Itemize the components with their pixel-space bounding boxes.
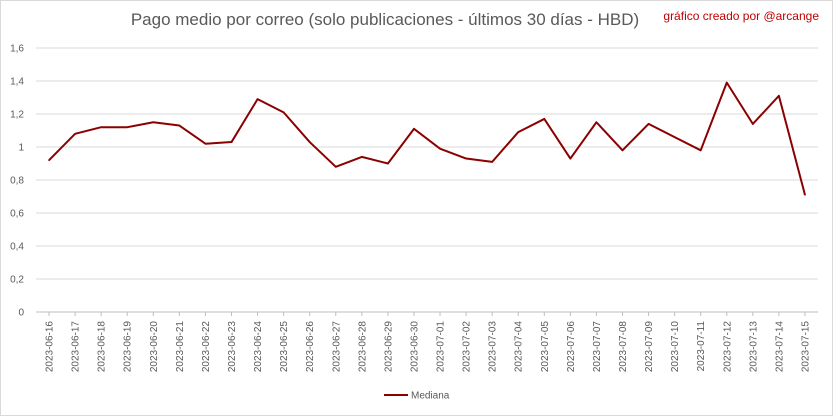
x-tick-label: 2023-07-05 — [540, 321, 551, 373]
data-point — [569, 157, 572, 160]
legend-label: Mediana — [411, 391, 450, 402]
x-tick-label: 2023-06-16 — [45, 321, 56, 373]
data-point — [778, 95, 780, 97]
data-point — [725, 81, 728, 84]
x-tick-label: 2023-07-01 — [436, 321, 447, 373]
x-tick-label: 2023-06-22 — [201, 321, 212, 373]
y-tick-label: 0,2 — [10, 275, 24, 286]
y-axis: 0 0,2 0,4 0,6 0,8 1 1,2 1,4 1,6 — [10, 44, 24, 319]
x-tick-label: 2023-07-10 — [670, 321, 681, 373]
data-point — [621, 149, 624, 152]
data-point — [48, 159, 50, 161]
data-point — [387, 162, 389, 165]
data-point — [595, 121, 598, 124]
x-tick-label: 2023-07-14 — [774, 321, 785, 373]
data-point — [491, 161, 493, 163]
data-point — [74, 133, 76, 135]
y-tick-label: 0,8 — [10, 176, 24, 187]
x-tick-label: 2023-06-26 — [305, 321, 316, 373]
data-point — [465, 157, 467, 160]
x-tick-label: 2023-06-23 — [227, 321, 238, 373]
x-tick-label: 2023-07-07 — [592, 321, 603, 373]
data-point — [752, 123, 754, 125]
data-point — [361, 156, 363, 158]
gridlines — [36, 47, 818, 313]
x-tick-label: 2023-06-24 — [253, 321, 264, 373]
data-point — [256, 98, 259, 100]
x-axis: 2023-06-16 2023-06-17 2023-06-18 2023-06-19… — [45, 312, 811, 373]
data-point — [543, 118, 546, 120]
y-tick-label: 1,6 — [10, 44, 24, 55]
data-point — [282, 111, 285, 114]
y-tick-label: 0,6 — [10, 209, 24, 220]
y-tick-label: 0 — [18, 308, 24, 319]
data-point — [308, 141, 311, 143]
x-tick-label: 2023-07-15 — [800, 321, 811, 373]
y-tick-label: 1,4 — [10, 77, 24, 88]
x-tick-label: 2023-06-30 — [409, 321, 420, 373]
x-tick-label: 2023-06-28 — [357, 321, 368, 373]
data-point — [334, 166, 337, 168]
x-tick-label: 2023-07-02 — [462, 321, 473, 373]
data-point — [517, 131, 520, 133]
data-point — [699, 149, 702, 152]
x-tick-label: 2023-06-20 — [149, 321, 160, 373]
y-tick-label: 1 — [18, 143, 24, 154]
x-tick-label: 2023-06-19 — [123, 321, 134, 373]
chart-credit: gráfico creado por @arcange — [663, 9, 819, 23]
series-layer — [48, 81, 806, 196]
x-tick-label: 2023-07-09 — [644, 321, 655, 373]
data-point — [413, 128, 415, 130]
x-tick-label: 2023-07-13 — [748, 321, 759, 373]
data-point — [204, 142, 207, 145]
x-tick-label: 2023-06-17 — [71, 321, 82, 373]
data-point — [647, 123, 650, 125]
data-point — [100, 126, 102, 128]
data-point — [126, 126, 129, 128]
data-point — [152, 121, 155, 124]
y-tick-label: 1,2 — [10, 110, 24, 121]
series-line-mediana — [48, 81, 806, 196]
x-tick-label: 2023-06-27 — [331, 321, 342, 373]
data-point — [439, 147, 441, 150]
x-tick-label: 2023-07-06 — [566, 321, 577, 373]
x-tick-label: 2023-06-29 — [383, 321, 394, 373]
x-tick-label: 2023-07-12 — [722, 321, 733, 373]
x-tick-label: 2023-06-21 — [175, 321, 186, 373]
data-point — [230, 141, 233, 143]
chart-title: Pago medio por correo (solo publicacione… — [130, 10, 640, 29]
data-point — [673, 136, 676, 138]
x-tick-label: 2023-07-03 — [488, 321, 499, 373]
legend: Mediana — [384, 391, 450, 402]
x-tick-label: 2023-06-25 — [279, 321, 290, 373]
data-point — [804, 194, 806, 196]
x-tick-label: 2023-07-04 — [514, 321, 525, 373]
y-tick-label: 0,4 — [10, 242, 24, 253]
data-point — [178, 124, 181, 127]
x-tick-label: 2023-07-11 — [696, 321, 707, 372]
x-tick-label: 2023-07-08 — [618, 321, 629, 373]
x-tick-label: 2023-06-18 — [97, 321, 108, 373]
